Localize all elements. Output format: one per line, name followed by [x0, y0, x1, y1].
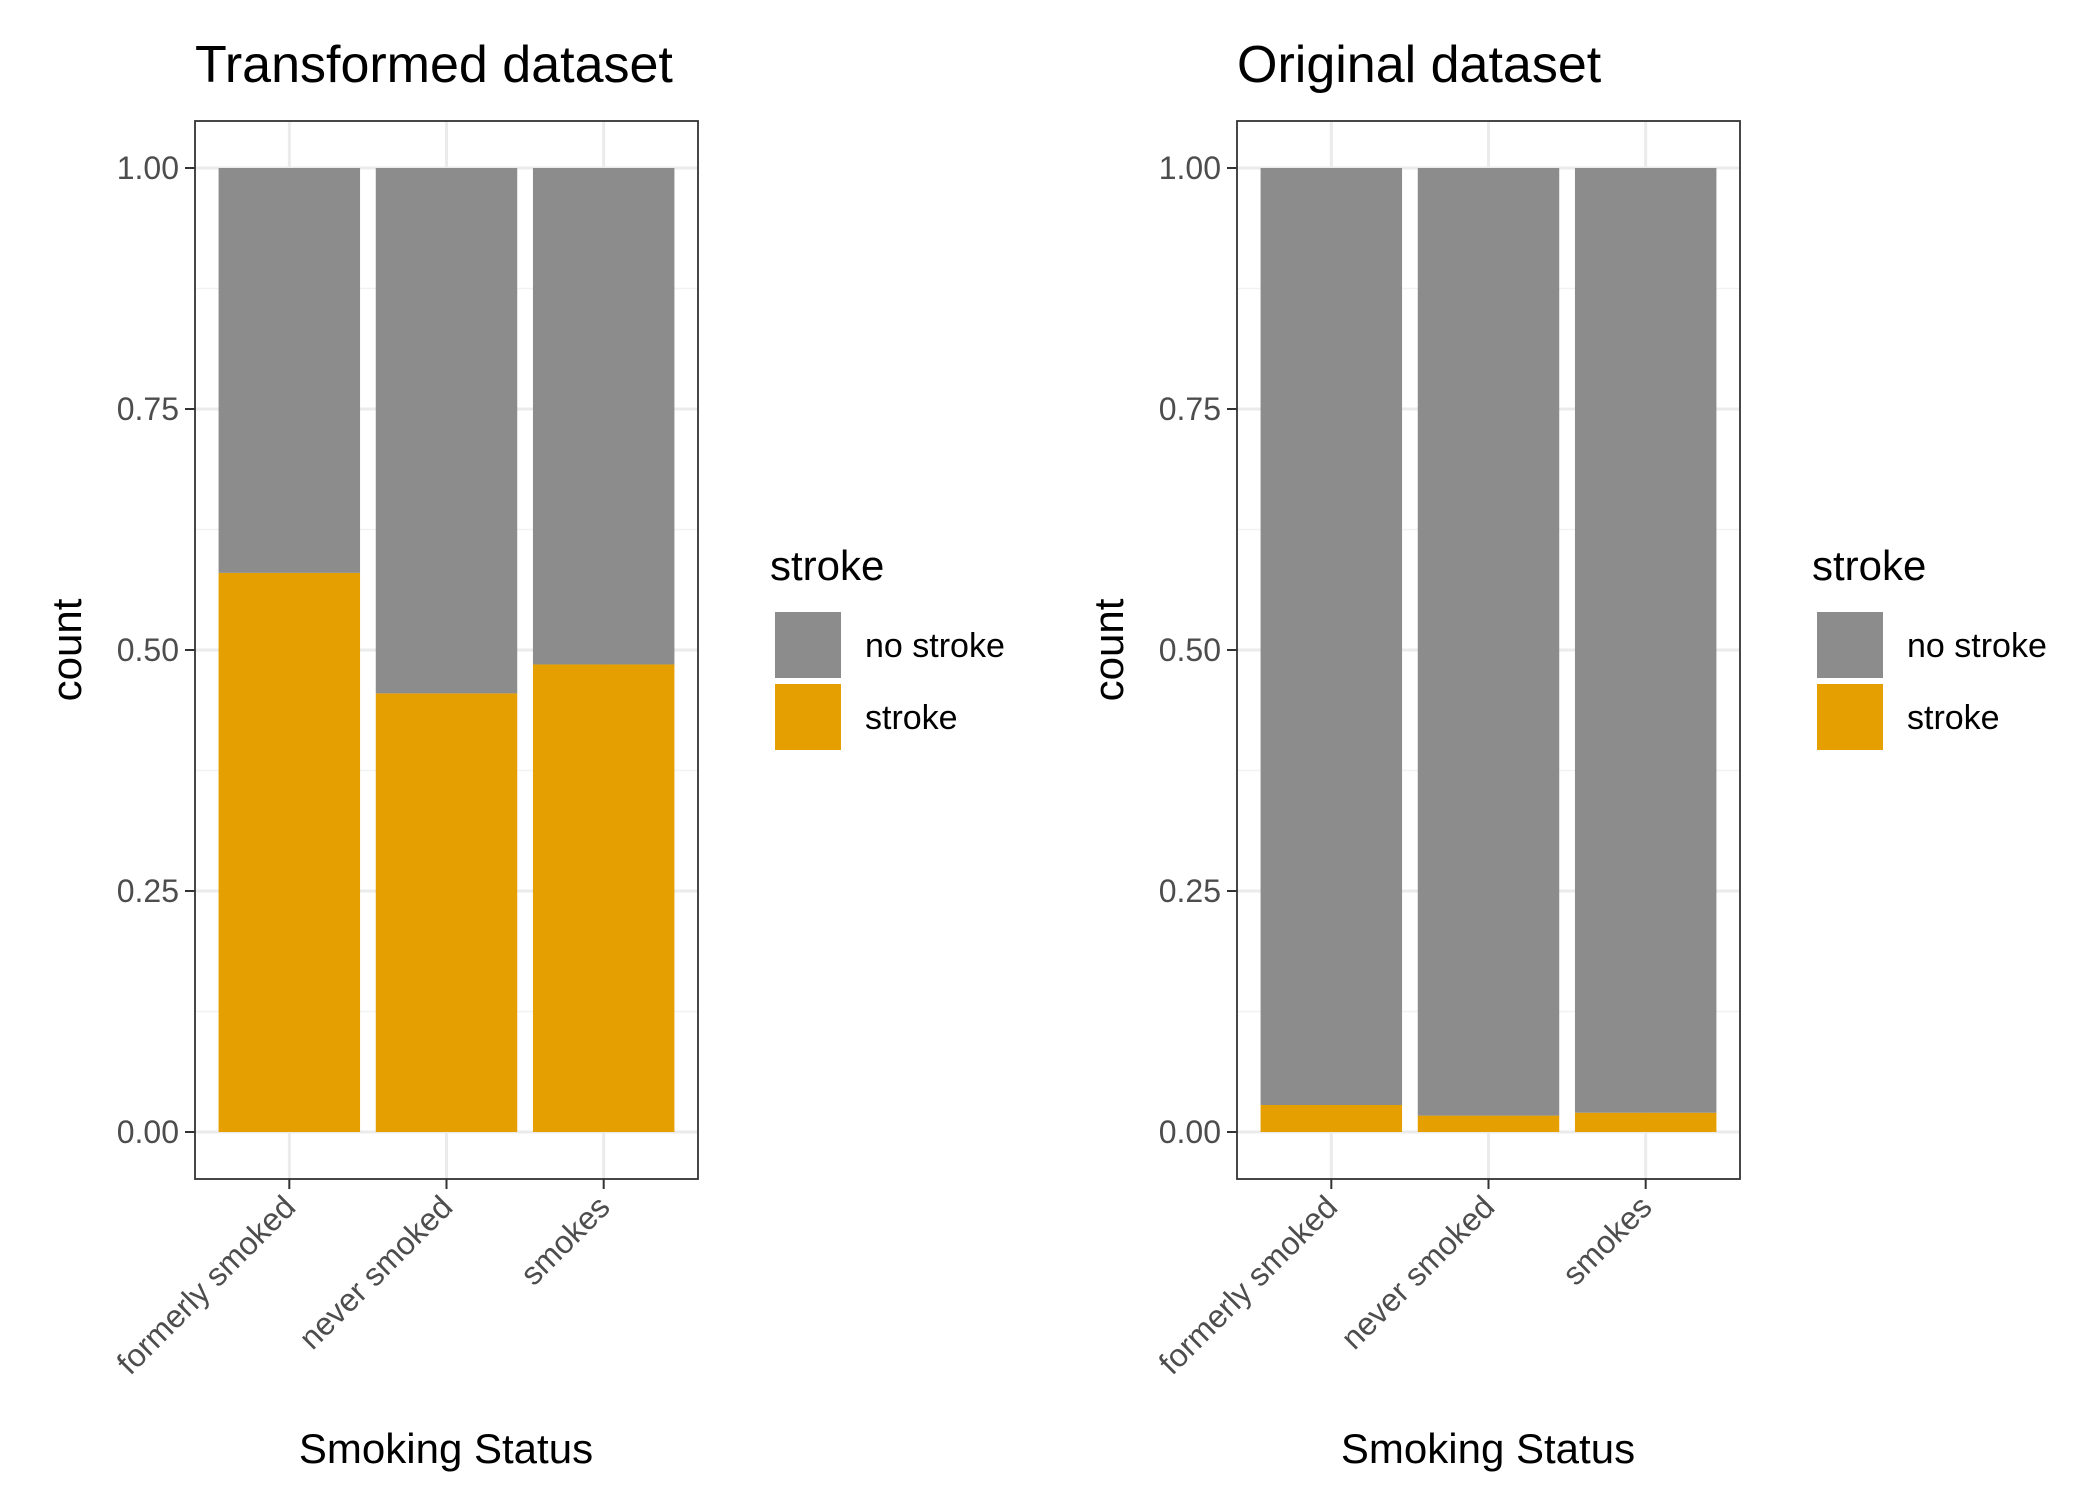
legend-swatch-stroke	[1817, 684, 1883, 750]
bar-stroke-never-smoked	[375, 693, 518, 1132]
y-tick-label: 0.25	[117, 873, 179, 909]
bar-no-stroke-smokes	[1574, 168, 1717, 1113]
y-tick-label: 1.00	[1159, 150, 1221, 186]
bar-stroke-formerly-smoked	[1260, 1105, 1403, 1132]
bars	[218, 168, 675, 1132]
y-tick-label: 0.75	[1159, 391, 1221, 427]
bar-no-stroke-formerly-smoked	[218, 168, 361, 573]
legend-swatch-no-stroke	[1817, 612, 1883, 678]
legend-title: stroke	[1812, 542, 1926, 589]
y-tick-label: 0.25	[1159, 873, 1221, 909]
y-tick-label: 0.50	[1159, 632, 1221, 668]
bars	[1260, 168, 1717, 1132]
legend: stroke no stroke stroke	[770, 542, 1005, 750]
legend-label-stroke: stroke	[1907, 699, 2000, 737]
legend-title: stroke	[770, 542, 884, 589]
y-axis-title: count	[43, 598, 90, 701]
y-tick-label: 1.00	[117, 150, 179, 186]
bar-no-stroke-never-smoked	[1417, 168, 1560, 1116]
bar-stroke-never-smoked	[1417, 1115, 1560, 1132]
bar-no-stroke-never-smoked	[375, 168, 518, 694]
y-tick-label: 0.75	[117, 391, 179, 427]
bar-no-stroke-formerly-smoked	[1260, 168, 1403, 1106]
y-tick-label: 0.00	[1159, 1114, 1221, 1150]
legend-swatch-no-stroke	[775, 612, 841, 678]
chart-title: Transformed dataset	[195, 36, 673, 94]
bar-no-stroke-smokes	[532, 168, 675, 665]
x-axis-title: Smoking Status	[299, 1425, 593, 1472]
legend-label-no-stroke: no stroke	[1907, 627, 2047, 665]
y-axis-title: count	[1085, 598, 1132, 701]
chart-title: Original dataset	[1237, 36, 1602, 94]
bar-stroke-smokes	[1574, 1112, 1717, 1132]
bar-stroke-smokes	[532, 664, 675, 1132]
legend: stroke no stroke stroke	[1812, 542, 2047, 750]
y-tick-label: 0.00	[117, 1114, 179, 1150]
legend-label-no-stroke: no stroke	[865, 627, 1005, 665]
legend-label-stroke: stroke	[865, 699, 958, 737]
y-tick-label: 0.50	[117, 632, 179, 668]
legend-swatch-stroke	[775, 684, 841, 750]
x-axis-title: Smoking Status	[1341, 1425, 1635, 1472]
bar-stroke-formerly-smoked	[218, 572, 361, 1132]
